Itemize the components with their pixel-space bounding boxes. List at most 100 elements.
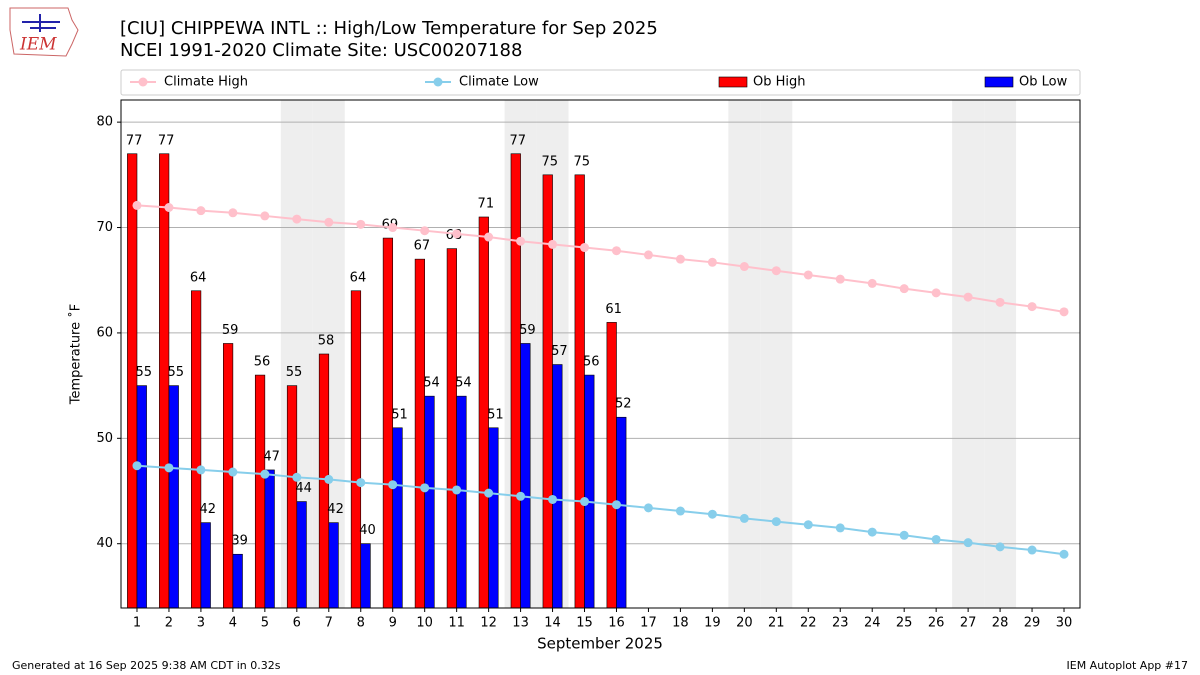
climate-point <box>388 480 398 490</box>
climate-point <box>516 236 526 246</box>
y-axis-label: Temperature ˚F <box>68 304 84 405</box>
x-tick-label: 3 <box>197 616 205 631</box>
bar-value-label: 67 <box>414 239 431 254</box>
bar-value-label: 58 <box>318 334 335 349</box>
bar-value-label: 47 <box>263 449 280 464</box>
climate-point <box>707 257 717 267</box>
legend-swatch <box>984 76 1014 88</box>
chart-subtitle: NCEI 1991-2020 Climate Site: USC00207188 <box>120 40 522 61</box>
x-tick-label: 16 <box>608 616 625 631</box>
weekend-shade <box>728 100 761 608</box>
x-tick-label: 9 <box>389 616 397 631</box>
climate-line <box>136 464 1065 556</box>
climate-point <box>292 214 302 224</box>
bar <box>542 174 553 609</box>
climate-point <box>388 223 398 233</box>
bar-value-label: 51 <box>391 407 408 422</box>
x-tick-label: 18 <box>672 616 689 631</box>
bar-value-label: 64 <box>190 270 207 285</box>
climate-point <box>739 513 749 523</box>
bar-value-label: 56 <box>583 355 600 370</box>
x-tick-label: 4 <box>229 616 237 631</box>
x-tick-label: 12 <box>480 616 497 631</box>
bar-value-label: 77 <box>126 133 143 148</box>
climate-point <box>260 211 270 221</box>
x-tick-label: 14 <box>544 616 561 631</box>
bar <box>616 416 627 609</box>
x-tick-label: 5 <box>261 616 269 631</box>
climate-point <box>835 274 845 284</box>
y-tick-label: 80 <box>96 115 113 130</box>
climate-line <box>136 204 1065 313</box>
bar-value-label: 75 <box>573 154 590 169</box>
climate-point <box>643 503 653 513</box>
x-tick-label: 1 <box>133 616 141 631</box>
bar <box>328 522 339 609</box>
climate-point <box>803 270 813 280</box>
bar <box>286 385 298 609</box>
y-tick-label: 70 <box>96 220 113 235</box>
bar-value-label: 77 <box>510 133 527 148</box>
logo-text: IEM <box>19 35 57 55</box>
climate-point <box>771 517 781 527</box>
climate-point <box>1027 302 1037 312</box>
bar-value-label: 59 <box>222 323 239 338</box>
climate-point <box>995 297 1005 307</box>
bar-value-label: 51 <box>487 407 504 422</box>
x-tick-label: 20 <box>736 616 753 631</box>
climate-point <box>452 485 462 495</box>
climate-point <box>675 254 685 264</box>
x-tick-label: 2 <box>165 616 173 631</box>
bar <box>191 290 202 609</box>
climate-point <box>260 469 270 479</box>
climate-point <box>771 266 781 276</box>
climate-point <box>292 472 302 482</box>
x-tick-label: 27 <box>960 616 977 631</box>
x-tick-label: 11 <box>448 616 465 631</box>
climate-point <box>196 206 206 216</box>
climate-point <box>867 527 877 537</box>
climate-point <box>963 538 973 548</box>
x-tick-label: 25 <box>896 616 913 631</box>
bar <box>254 374 266 609</box>
climate-point <box>707 509 717 519</box>
x-tick-label: 22 <box>800 616 817 631</box>
bar-value-label: 77 <box>158 133 175 148</box>
chart-title: [CIU] CHIPPEWA INTL :: High/Low Temperat… <box>120 18 658 39</box>
bar <box>584 374 595 609</box>
bar <box>136 385 147 609</box>
bar <box>200 522 211 609</box>
bar-value-label: 42 <box>199 502 216 517</box>
climate-point <box>548 239 558 249</box>
bar <box>424 395 435 609</box>
x-tick-label: 15 <box>576 616 593 631</box>
logo: IEM <box>9 7 79 57</box>
bar <box>232 553 243 609</box>
climate-point <box>484 488 494 498</box>
bar <box>350 290 362 609</box>
bar-value-label: 57 <box>551 344 568 359</box>
bar-value-label: 39 <box>231 534 248 549</box>
weekend-shade <box>984 100 1017 608</box>
climate-point <box>995 542 1005 552</box>
bar-value-label: 40 <box>359 523 376 538</box>
climate-point <box>803 520 813 530</box>
bar-value-label: 54 <box>455 376 472 391</box>
bar <box>382 237 394 609</box>
legend-label: Climate Low <box>459 75 539 90</box>
logo-outline <box>9 7 79 57</box>
bar <box>127 153 138 609</box>
climate-point <box>228 467 238 477</box>
x-tick-label: 29 <box>1024 616 1041 631</box>
bar <box>414 258 425 609</box>
bar-value-label: 55 <box>136 365 153 380</box>
bar <box>446 248 457 609</box>
bar <box>392 427 403 609</box>
plot-frame <box>120 99 1081 609</box>
y-tick-label: 50 <box>96 431 113 446</box>
climate-point <box>899 284 909 294</box>
climate-point <box>643 250 653 260</box>
x-tick-label: 28 <box>992 616 1009 631</box>
x-tick-label: 8 <box>357 616 365 631</box>
